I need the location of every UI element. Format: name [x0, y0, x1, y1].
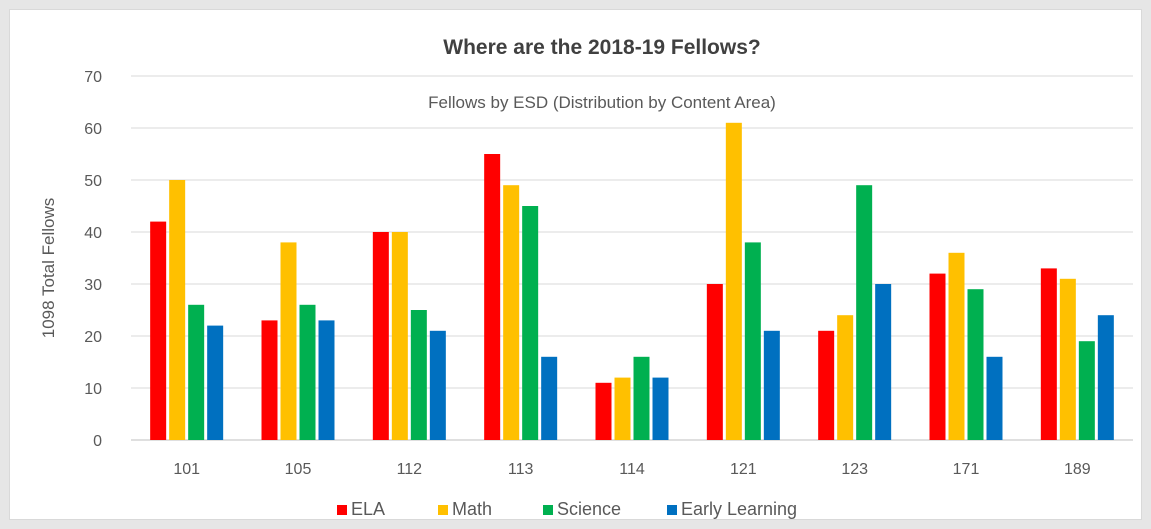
bar-science-121 [744, 242, 761, 440]
bar-science-113 [522, 206, 539, 440]
bar-math-101 [169, 180, 186, 440]
x-tick-label: 105 [285, 461, 312, 478]
y-tick-label: 60 [84, 121, 102, 138]
bar-ela-121 [706, 284, 723, 440]
x-tick-label: 113 [508, 461, 534, 478]
y-tick-label: 0 [93, 433, 102, 450]
bar-math-189 [1059, 278, 1076, 440]
bar-science-171 [967, 289, 984, 440]
y-tick-label: 10 [84, 381, 102, 398]
bar-ela-123 [818, 330, 835, 440]
bar-ela-112 [372, 232, 389, 440]
bar-ela-113 [484, 154, 501, 440]
bar-ela-105 [261, 320, 278, 440]
bar-science-112 [410, 310, 427, 440]
bar-math-112 [391, 232, 408, 440]
x-axis-ticks: 101 105 112 113 114 121 123 171 189 [173, 461, 1090, 478]
x-tick-label: 189 [1064, 461, 1091, 478]
bar-ela-101 [150, 221, 167, 440]
x-tick-label: 123 [841, 461, 868, 478]
chart-subtitle: Fellows by ESD (Distribution by Content … [428, 93, 776, 112]
bar-math-113 [503, 185, 520, 440]
bar-math-121 [725, 122, 742, 441]
bar-science-114 [633, 356, 650, 440]
bar-early-learning-113 [541, 356, 558, 440]
y-axis-label: 1098 Total Fellows [39, 198, 58, 339]
bars [150, 122, 1114, 441]
bar-ela-114 [595, 382, 612, 440]
bar-early-learning-189 [1097, 315, 1114, 440]
legend-entry: Math [452, 499, 492, 519]
y-tick-label: 30 [84, 277, 102, 294]
x-tick-label: 101 [173, 461, 200, 478]
bar-early-learning-123 [875, 284, 892, 440]
chart-title: Where are the 2018-19 Fellows? [443, 36, 760, 59]
bar-chart: Where are the 2018-19 Fellows? Fellows b… [39, 36, 1133, 519]
bar-math-171 [948, 252, 965, 440]
legend: ELA Math Science Early Learning [337, 499, 797, 519]
bar-science-105 [299, 304, 316, 440]
y-tick-label: 50 [84, 173, 102, 190]
bar-early-learning-114 [652, 377, 669, 440]
x-tick-label: 112 [397, 461, 423, 478]
legend-swatch [543, 505, 553, 515]
y-axis-ticks: 0 10 20 30 40 50 60 70 [84, 69, 102, 450]
gridlines [131, 75, 1133, 441]
legend-entry: Science [557, 499, 621, 519]
chart-frame: Where are the 2018-19 Fellows? Fellows b… [9, 9, 1142, 520]
bar-early-learning-112 [429, 330, 446, 440]
bar-early-learning-121 [763, 330, 780, 440]
bar-ela-189 [1040, 268, 1057, 440]
x-tick-label: 121 [730, 461, 757, 478]
legend-swatch [438, 505, 448, 515]
legend-swatch [337, 505, 347, 515]
bar-math-105 [280, 242, 297, 440]
bar-early-learning-105 [318, 320, 335, 440]
x-tick-label: 171 [953, 461, 980, 478]
legend-entry: Early Learning [681, 499, 797, 519]
bar-science-123 [856, 185, 873, 440]
bar-science-189 [1078, 341, 1095, 440]
bar-early-learning-171 [986, 356, 1003, 440]
y-tick-label: 70 [84, 69, 102, 86]
bar-math-123 [837, 315, 854, 440]
bar-math-114 [614, 377, 631, 440]
bar-early-learning-101 [207, 325, 224, 440]
bar-ela-171 [929, 273, 946, 440]
legend-entry: ELA [351, 499, 385, 519]
bar-science-101 [188, 304, 205, 440]
x-tick-label: 114 [619, 461, 645, 478]
y-tick-label: 40 [84, 225, 102, 242]
legend-swatch [667, 505, 677, 515]
y-tick-label: 20 [84, 329, 102, 346]
